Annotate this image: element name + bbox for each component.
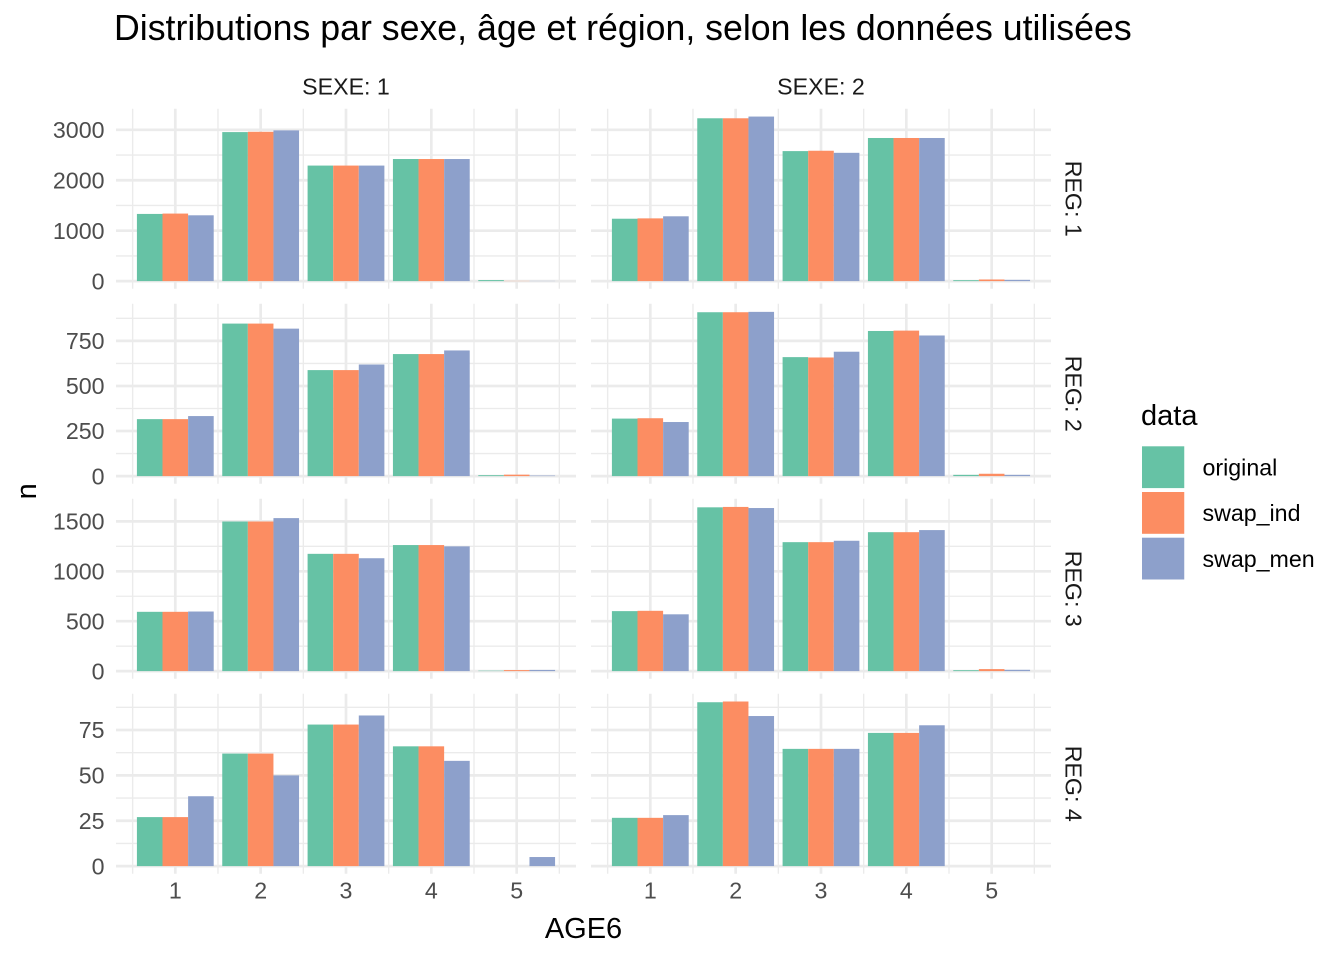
svg-text:AGE6: AGE6 [545,913,622,945]
svg-text:2000: 2000 [53,167,105,193]
svg-text:0: 0 [92,658,105,684]
svg-text:5: 5 [985,878,998,904]
svg-text:75: 75 [79,717,105,743]
svg-text:4: 4 [900,878,913,904]
svg-text:swap_men: swap_men [1203,546,1315,572]
svg-text:750: 750 [66,328,105,354]
svg-text:REG: 2: REG: 2 [1060,356,1086,432]
svg-text:REG: 4: REG: 4 [1060,746,1086,822]
svg-text:3: 3 [340,878,353,904]
svg-text:2: 2 [254,878,267,904]
svg-text:swap_ind: swap_ind [1203,500,1301,526]
svg-text:3: 3 [815,878,828,904]
svg-text:4: 4 [425,878,438,904]
svg-text:REG: 3: REG: 3 [1060,551,1086,627]
svg-text:data: data [1141,400,1198,432]
svg-text:25: 25 [79,808,105,834]
svg-text:500: 500 [66,608,105,634]
svg-text:0: 0 [92,853,105,879]
svg-text:1500: 1500 [53,509,105,535]
svg-text:2: 2 [729,878,742,904]
svg-text:original: original [1203,454,1278,480]
svg-text:3000: 3000 [53,117,105,143]
svg-text:Distributions par sexe, âge et: Distributions par sexe, âge et région, s… [114,8,1132,48]
svg-text:0: 0 [92,463,105,489]
svg-text:1000: 1000 [53,559,105,585]
svg-text:REG: 1: REG: 1 [1060,161,1086,237]
svg-text:250: 250 [66,418,105,444]
svg-text:SEXE: 2: SEXE: 2 [777,74,865,100]
svg-text:50: 50 [79,763,105,789]
svg-text:SEXE: 1: SEXE: 1 [302,74,390,100]
svg-text:1: 1 [169,878,182,904]
svg-text:5: 5 [510,878,523,904]
svg-text:1: 1 [644,878,657,904]
svg-text:1000: 1000 [53,218,105,244]
svg-text:0: 0 [92,268,105,294]
svg-text:n: n [11,483,43,499]
svg-text:500: 500 [66,373,105,399]
